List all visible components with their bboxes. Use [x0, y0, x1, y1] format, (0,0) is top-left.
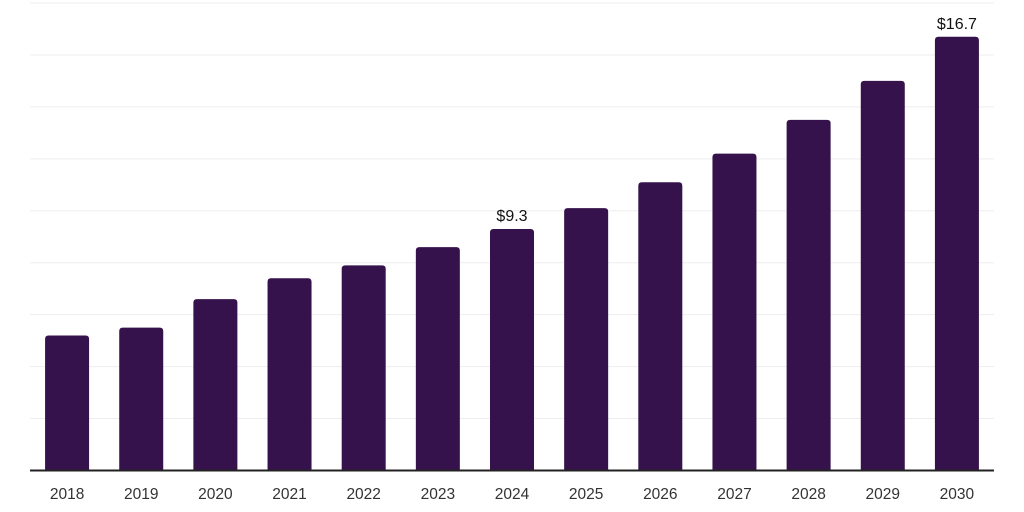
bar-2030 — [934, 36, 979, 471]
x-tick-label-2024: 2024 — [495, 486, 530, 503]
x-tick-label-2027: 2027 — [717, 486, 751, 503]
bar-2021 — [267, 278, 312, 471]
bar-value-label-2024: $9.3 — [496, 208, 527, 225]
bar-2026 — [638, 182, 683, 471]
x-tick-label-2023: 2023 — [421, 486, 455, 503]
bar-2023 — [415, 247, 460, 471]
bar-2019 — [119, 327, 164, 471]
bar-2022 — [341, 265, 386, 471]
x-tick-label-2026: 2026 — [643, 486, 677, 503]
x-tick-label-2018: 2018 — [50, 486, 84, 503]
bar-2025 — [564, 208, 609, 471]
x-tick-label-2025: 2025 — [569, 486, 603, 503]
bar-2020 — [193, 299, 238, 471]
x-tick-label-2022: 2022 — [346, 486, 380, 503]
bar-2018 — [45, 335, 90, 471]
bar-2024 — [490, 228, 534, 471]
bar-2028 — [786, 119, 831, 471]
bar-2029 — [860, 80, 905, 471]
bar-2027 — [712, 153, 757, 471]
x-tick-label-2029: 2029 — [866, 486, 900, 503]
x-tick-label-2020: 2020 — [198, 486, 233, 503]
x-tick-label-2019: 2019 — [124, 486, 158, 503]
x-tick-label-2030: 2030 — [940, 486, 975, 503]
bar-value-label-2030: $16.7 — [937, 16, 977, 33]
x-tick-label-2028: 2028 — [791, 486, 825, 503]
x-tick-label-2021: 2021 — [272, 486, 306, 503]
